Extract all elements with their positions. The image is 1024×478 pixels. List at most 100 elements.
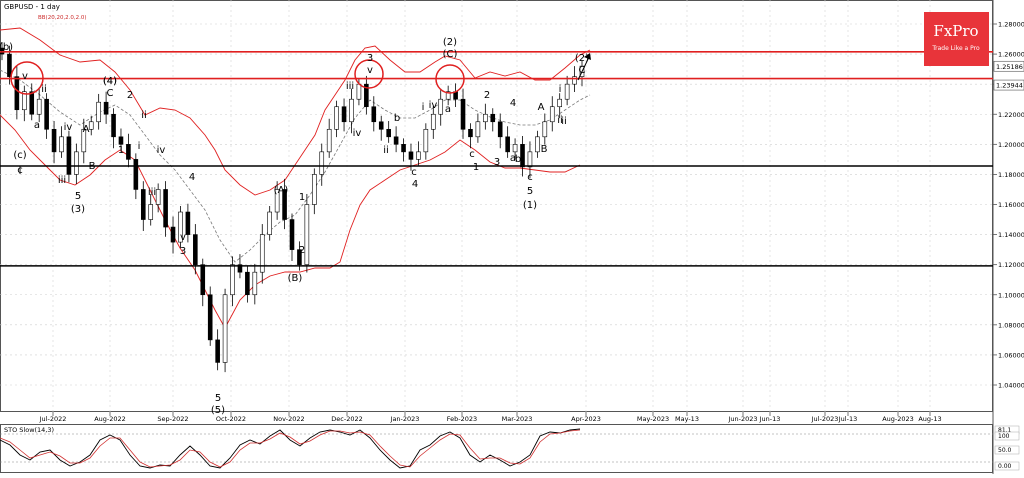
wave-label: 3: [494, 157, 500, 168]
stoch-tick-label: 100: [998, 433, 1010, 440]
candle-body: [408, 151, 414, 160]
stochastic-panel: [0, 424, 993, 473]
wave-label: B: [89, 161, 96, 172]
candle-body: [326, 128, 332, 153]
y-tick-label: 1.22000: [998, 111, 1024, 119]
y-tick-label: 1.10000: [998, 291, 1024, 299]
candle-body: [542, 121, 548, 138]
candle-body: [155, 189, 161, 205]
candle-body: [341, 106, 347, 123]
y-tick-label: 1.14000: [998, 231, 1024, 239]
candle-body: [185, 211, 191, 235]
candle-body: [505, 136, 510, 153]
wave-label: iv: [157, 145, 166, 156]
chart-title: GBPUSD - 1 day: [4, 3, 60, 11]
wave-label: i: [19, 166, 22, 177]
candle-body: [497, 121, 503, 138]
candle-body: [237, 264, 243, 273]
wave-label: 4: [412, 179, 418, 190]
stoch-tick-label: 50.0: [998, 447, 1012, 454]
brand-logo: FxPro Trade Like a Pro: [924, 12, 989, 66]
wave-label: (2): [443, 37, 457, 48]
wave-label: 5: [75, 191, 81, 202]
candle-body: [430, 113, 436, 130]
wave-label: C: [579, 65, 586, 76]
candle-body: [259, 234, 265, 273]
wave-label: iii: [58, 175, 66, 186]
x-tick-label: Jan-2023: [390, 415, 420, 423]
levels: [0, 51, 993, 267]
candle-body: [163, 189, 168, 228]
candle-body: [393, 136, 399, 145]
candle-body: [22, 91, 27, 111]
candle-body: [334, 106, 339, 130]
candle-body: [349, 98, 354, 123]
candle-body: [88, 121, 94, 130]
wave-label: A: [83, 124, 90, 135]
wave-label: 4: [510, 98, 516, 109]
candle-body: [200, 264, 206, 296]
wave-label: B: [541, 144, 548, 155]
wave-label: (2): [575, 53, 589, 64]
y-axis: 1.280001.260001.240001.220001.200001.180…: [993, 21, 1024, 390]
candle-body: [140, 189, 146, 220]
wave-label: (A): [274, 185, 289, 196]
wave-label: (4): [103, 76, 117, 87]
trend-arrow-line: [577, 54, 591, 81]
candle-body: [66, 136, 72, 175]
candle-body: [475, 121, 481, 138]
wave-label: (1): [523, 200, 537, 211]
candle-body: [356, 83, 362, 100]
candle-body: [44, 98, 49, 130]
wave-label: c: [527, 172, 533, 183]
candle-body: [319, 151, 325, 175]
wave-label: ii: [141, 110, 147, 121]
candle-body: [74, 151, 79, 175]
x-tick-label: Apr-2023: [571, 415, 601, 423]
wave-label: c: [17, 165, 23, 176]
wave-label: A: [538, 102, 545, 113]
x-tick-label: Jul-2023: [811, 415, 839, 423]
candle-body: [230, 264, 235, 296]
candle-body: [267, 211, 272, 235]
candle-body: [148, 204, 154, 220]
candle-body: [282, 189, 287, 220]
price-tag-label: 1.25186: [996, 63, 1023, 71]
candle-body: [416, 151, 421, 160]
candle-body: [133, 159, 139, 190]
wave-label: ii: [383, 145, 389, 156]
wave-label: C: [107, 88, 114, 99]
y-tick-label: 1.08000: [998, 321, 1024, 329]
candle-body: [274, 189, 280, 213]
wave-label: a: [34, 120, 40, 131]
wave-label: ii: [41, 84, 47, 95]
trend-arrow-head: [584, 53, 591, 60]
candle-body: [512, 144, 518, 153]
wave-label: v: [180, 232, 186, 243]
wave-label: (B): [288, 273, 303, 284]
wave-label: c: [469, 149, 475, 160]
candle-body: [118, 136, 124, 145]
wave-label: 2: [299, 245, 305, 256]
candle-body: [222, 294, 228, 363]
candle-body: [36, 98, 42, 115]
candle-body: [438, 98, 444, 115]
brand-name: FxPro: [933, 22, 978, 40]
x-tick-label: May-2023: [637, 415, 669, 423]
candle-body: [378, 121, 384, 130]
price-tag-label: 1.23944: [996, 82, 1023, 90]
x-tick-label: Jul-13: [838, 415, 857, 423]
candle-body: [557, 98, 562, 108]
x-tick-label: Nov-2022: [273, 415, 304, 423]
candle-body: [564, 83, 570, 100]
wave-label: iv: [353, 128, 362, 139]
wave-label: 1: [473, 162, 479, 173]
price-tags: 1.25186 1.23944: [993, 60, 1024, 91]
x-tick-label: Aug-2023: [882, 415, 914, 423]
candle-body: [193, 234, 198, 265]
wave-label: 5: [527, 186, 533, 197]
candle-body: [126, 144, 131, 160]
y-tick-label: 1.16000: [998, 201, 1024, 209]
